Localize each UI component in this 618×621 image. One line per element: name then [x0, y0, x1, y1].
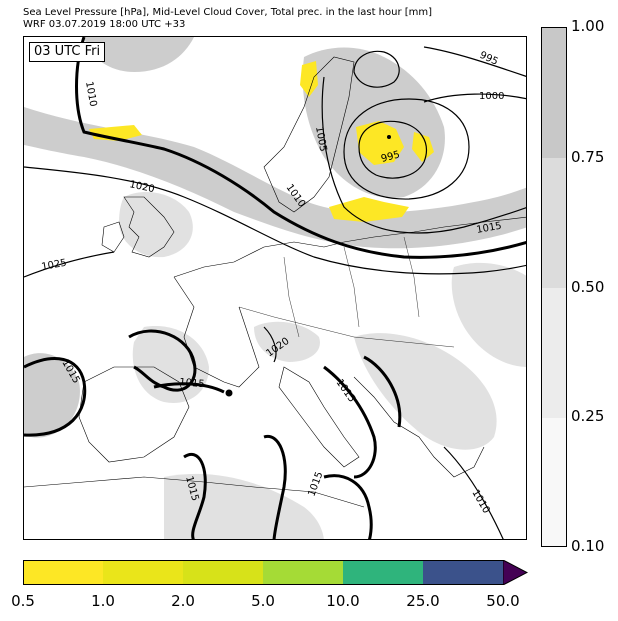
isobar-1015-south [183, 453, 207, 539]
isobar-1015-france [153, 382, 225, 394]
precip-bar-tick: 1.0 [91, 592, 115, 610]
precip-bar-tick: 50.0 [486, 592, 520, 610]
precip-patch-5 [300, 61, 318, 97]
precip-bar-segment [263, 560, 343, 585]
precip-bar-segment [183, 560, 263, 585]
isobar-label: 1010 [469, 488, 491, 516]
isobar-1015-south3 [323, 474, 373, 539]
isobar-1025 [24, 251, 115, 278]
precip-bar-tick: 5.0 [251, 592, 275, 610]
coast-france [173, 276, 260, 388]
cloud-bar-segment [542, 28, 566, 158]
isobar-label: 1010 [83, 81, 98, 108]
map-title: Sea Level Pressure [hPa], Mid-Level Clou… [23, 7, 433, 18]
precip-bar-segment [343, 560, 423, 585]
isobar-995-east [423, 46, 526, 77]
isobar-1015-italy [323, 365, 377, 479]
cloud-patch-alps [254, 321, 320, 362]
precip-bar-tick: 25.0 [406, 592, 440, 610]
isobar-1015-iberia [128, 329, 197, 392]
isobar-1015-balkans [363, 355, 402, 428]
cloud-bar-tick: 0.75 [571, 148, 605, 166]
cloud-bar-tick: 0.10 [571, 537, 605, 555]
isobar-low-1000 [343, 98, 470, 200]
isobar-loop-north [353, 50, 400, 88]
cloud-bar-segment [542, 288, 566, 418]
cloud-bar-tick: 0.25 [571, 407, 605, 425]
border-2 [283, 256, 300, 338]
cloud-patch-iberia [132, 326, 209, 403]
precip-bar-tick: 0.5 [11, 592, 35, 610]
isobar-label: 1015 [179, 377, 205, 390]
isobar-label: 1015 [334, 377, 358, 404]
precip-bar-tick: 10.0 [326, 592, 360, 610]
isobar-1020-italy [263, 326, 277, 363]
precip-bar-extend-arrow [503, 560, 528, 585]
cloud-bar-tick: 0.50 [571, 278, 605, 296]
high-center-marker [225, 389, 233, 397]
isobar-label: 995 [478, 50, 500, 68]
isobar-label: 995 [380, 149, 401, 165]
isobar-1020 [24, 166, 526, 275]
isobar-label: 1015 [476, 221, 503, 236]
isobar-label: 1025 [41, 258, 68, 273]
precip-bar-segment [423, 560, 503, 585]
coast-scandinavia [263, 56, 355, 213]
isobar-label: 1020 [128, 179, 155, 195]
isobar-label: 1005 [313, 126, 328, 153]
coast-iberia [78, 366, 190, 463]
coast-balkans [353, 376, 485, 478]
isobar-1000-east [423, 93, 526, 103]
cloud-bar-segment [542, 158, 566, 288]
precip-patch-4 [329, 197, 409, 222]
cloud-patch-east [451, 262, 526, 367]
cloud-patch-balkans [354, 333, 497, 450]
precipitation-colorbar [23, 560, 528, 587]
map-canvas: 1010 995 1000 1005 995 1020 1010 1015 10… [24, 37, 526, 539]
precip-patch-3 [412, 132, 434, 162]
coast-continent [173, 216, 526, 278]
coast-italy [278, 366, 360, 468]
isobar-1010-north [75, 37, 526, 259]
precip-bar-segment [103, 560, 183, 585]
coast-ireland [101, 221, 125, 253]
border-3 [343, 246, 360, 328]
cloud-cover-colorbar [541, 27, 567, 547]
border-4 [403, 236, 420, 318]
isobar-1005 [321, 76, 526, 234]
precip-layer [89, 61, 434, 222]
isobar-layer [24, 37, 526, 539]
weather-map: 1010 995 1000 1005 995 1020 1010 1015 10… [23, 36, 527, 540]
low-center-marker [387, 135, 391, 139]
coast-britain [123, 196, 175, 258]
border-1 [238, 306, 455, 348]
isobar-label: 1015 [306, 470, 325, 498]
isobar-label: 1000 [479, 91, 504, 102]
precip-bar-tick: 2.0 [171, 592, 195, 610]
cloud-patch-atlantic [24, 353, 80, 438]
isobar-1015-south2 [263, 434, 287, 539]
isobar-low-inner [358, 120, 427, 179]
coastline-layer [24, 56, 526, 508]
cloud-bar-tick: 1.00 [571, 17, 605, 35]
forecast-time-label: 03 UTC Fri [29, 42, 106, 62]
model-run-subtitle: WRF 03.07.2019 18:00 UTC +33 [23, 19, 186, 30]
isobar-1015-west [24, 357, 87, 437]
precip-patch-2 [356, 121, 404, 165]
isobar-1010-se [443, 446, 504, 539]
cloud-patch-nw [84, 37, 194, 72]
precip-bar-segment [23, 560, 103, 585]
cloud-bar-segment [542, 418, 566, 546]
